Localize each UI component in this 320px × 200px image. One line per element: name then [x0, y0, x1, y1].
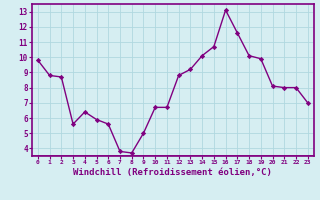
X-axis label: Windchill (Refroidissement éolien,°C): Windchill (Refroidissement éolien,°C)	[73, 168, 272, 177]
